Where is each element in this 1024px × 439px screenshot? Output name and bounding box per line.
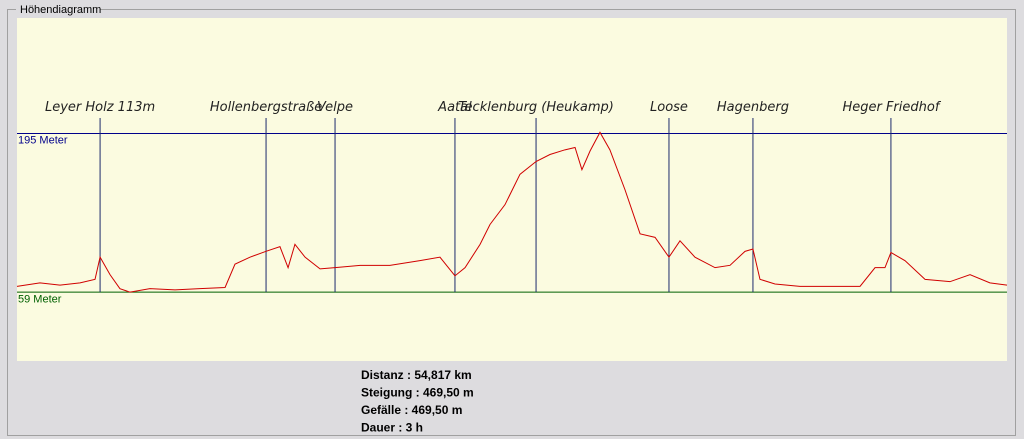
waypoint-label: Tecklenburg (Heukamp) bbox=[458, 100, 614, 115]
stat-line: Gefälle : 469,50 m bbox=[361, 403, 462, 417]
waypoint-label: Loose bbox=[650, 100, 688, 115]
group-box bbox=[7, 9, 1016, 436]
elevation-line bbox=[16, 131, 1008, 293]
stat-line: Dauer : 3 h bbox=[361, 421, 423, 435]
waypoint-label: Hagenberg bbox=[717, 100, 789, 115]
stat-line: Steigung : 469,50 m bbox=[361, 386, 474, 400]
waypoint-label: Aatal bbox=[437, 100, 472, 115]
waypoint-label: Heger Friedhof bbox=[842, 100, 941, 115]
waypoint-label: Velpe bbox=[317, 100, 353, 115]
reference-label: 195 Meter bbox=[18, 135, 68, 147]
waypoint-label: Hollenbergstraße bbox=[210, 100, 322, 115]
waypoint-label: Leyer Holz 113m bbox=[45, 100, 155, 115]
group-title-bg bbox=[16, 4, 100, 16]
reference-label: 59 Meter bbox=[18, 293, 62, 305]
stat-line: Distanz : 54,817 km bbox=[361, 368, 472, 382]
group-title: Höhendiagramm bbox=[20, 4, 101, 16]
